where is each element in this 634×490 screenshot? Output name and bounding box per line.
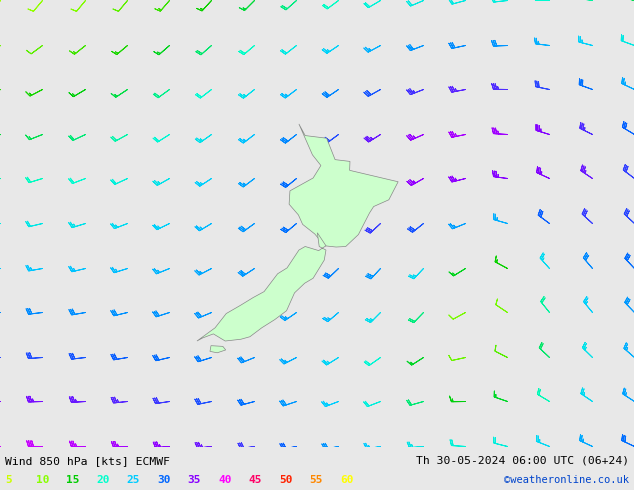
Text: 35: 35	[188, 475, 201, 485]
Text: Th 30-05-2024 06:00 UTC (06+24): Th 30-05-2024 06:00 UTC (06+24)	[416, 456, 629, 466]
Text: ©weatheronline.co.uk: ©weatheronline.co.uk	[504, 475, 629, 485]
Text: 50: 50	[279, 475, 292, 485]
Text: 10: 10	[36, 475, 49, 485]
Text: 15: 15	[66, 475, 79, 485]
Polygon shape	[289, 124, 398, 247]
Text: 25: 25	[127, 475, 140, 485]
Text: 45: 45	[249, 475, 262, 485]
Text: 5: 5	[5, 475, 12, 485]
Text: 20: 20	[96, 475, 110, 485]
Text: Wind 850 hPa [kts] ECMWF: Wind 850 hPa [kts] ECMWF	[5, 456, 170, 466]
Text: 40: 40	[218, 475, 231, 485]
Polygon shape	[197, 233, 326, 341]
Text: 55: 55	[309, 475, 323, 485]
Text: 30: 30	[157, 475, 171, 485]
Polygon shape	[210, 345, 226, 353]
Text: 60: 60	[340, 475, 353, 485]
